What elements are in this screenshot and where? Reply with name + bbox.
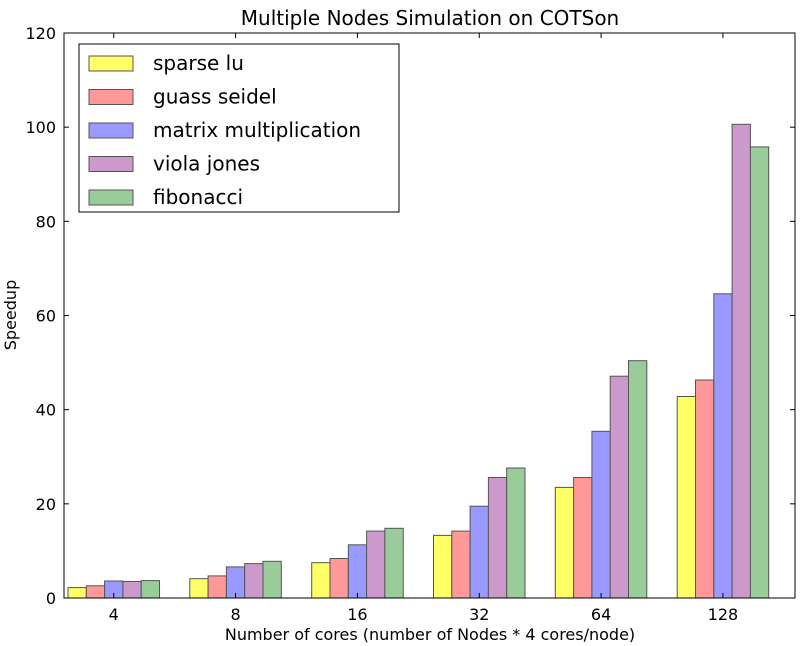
legend-label: guass seidel	[153, 85, 277, 109]
legend-swatch	[88, 189, 134, 206]
legend-label: sparse lu	[153, 51, 244, 75]
y-tick-label: 0	[46, 589, 56, 608]
y-tick-label: 60	[36, 307, 56, 326]
bar-fibonacci-4	[140, 580, 160, 599]
x-tick-label: 64	[591, 605, 611, 624]
bar-sparse-lu-16	[311, 562, 331, 599]
y-tick-label: 40	[36, 401, 56, 420]
bar-sparse-lu-64	[554, 486, 575, 599]
x-tick-label: 128	[708, 605, 739, 624]
bar-matrix-multiplication-64	[591, 430, 611, 599]
y-tick-label: 120	[25, 24, 56, 43]
bar-fibonacci-8	[262, 560, 282, 599]
y-tick-label: 20	[36, 495, 56, 514]
legend-swatch	[88, 156, 134, 172]
y-axis-label: Speedup	[1, 280, 20, 350]
y-tick-label: 100	[25, 118, 56, 137]
bar-viola-jones-64	[609, 375, 630, 599]
legend-swatch	[88, 89, 134, 105]
chart-title: Multiple Nodes Simulation on COTSon	[241, 6, 619, 30]
y-tick-label: 80	[36, 212, 56, 231]
bar-guass-seidel-64	[573, 477, 593, 599]
legend-label: matrix multiplication	[153, 118, 361, 142]
bar-guass-seidel-16	[329, 558, 349, 599]
y-axis: 0 20 40 60 80 100 120	[25, 24, 795, 608]
bar-viola-jones-4	[122, 581, 142, 599]
bar-matrix-multiplication-128	[713, 293, 733, 599]
legend-label: fibonacci	[153, 185, 243, 209]
x-tick-label: 32	[469, 605, 489, 624]
bar-sparse-lu-4	[67, 587, 87, 599]
bar-viola-jones-128	[731, 123, 751, 599]
bar-viola-jones-8	[244, 563, 264, 599]
bar-fibonacci-128	[749, 146, 770, 599]
legend-swatch	[88, 122, 134, 139]
legend-swatch	[88, 55, 134, 72]
bar-guass-seidel-128	[695, 379, 715, 599]
bars-group	[67, 123, 770, 599]
bar-matrix-multiplication-16	[347, 544, 368, 599]
bar-viola-jones-16	[366, 530, 386, 599]
bar-fibonacci-64	[628, 360, 648, 599]
bar-fibonacci-16	[384, 527, 404, 599]
x-tick-label: 16	[347, 605, 367, 624]
legend: sparse lu guass seidel matrix multiplicati…	[78, 43, 400, 213]
x-axis: 4 8 16 32 64 128	[109, 33, 739, 624]
bar-guass-seidel-8	[207, 575, 227, 599]
x-tick-label: 4	[109, 605, 119, 624]
bar-sparse-lu-8	[189, 578, 209, 599]
bar-guass-seidel-4	[85, 585, 106, 599]
legend-label: viola jones	[153, 152, 260, 176]
bar-matrix-multiplication-32	[469, 505, 489, 599]
x-axis-label: Number of cores (number of Nodes * 4 cor…	[225, 625, 635, 644]
x-tick-label: 8	[230, 605, 240, 624]
bar-guass-seidel-32	[451, 530, 471, 599]
bar-fibonacci-32	[506, 467, 526, 599]
bar-viola-jones-32	[487, 477, 508, 599]
bar-sparse-lu-32	[433, 534, 453, 599]
bar-sparse-lu-128	[676, 396, 697, 599]
